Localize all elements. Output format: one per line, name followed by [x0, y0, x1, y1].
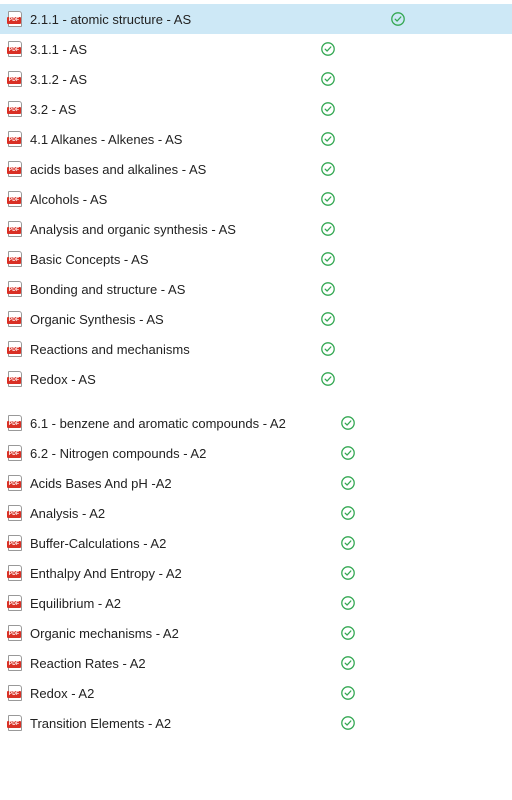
list-item[interactable]: PDF Bonding and structure - AS: [0, 274, 512, 304]
list-item[interactable]: PDF 3.1.1 - AS: [0, 34, 512, 64]
file-label: 6.1 - benzene and aromatic compounds - A…: [30, 416, 286, 431]
file-label: Transition Elements - A2: [30, 716, 171, 731]
check-circle-icon: [320, 101, 336, 117]
check-circle-icon: [340, 595, 356, 611]
file-label: Acids Bases And pH -A2: [30, 476, 172, 491]
list-item[interactable]: PDF Redox - AS: [0, 364, 512, 394]
check-circle-icon: [320, 251, 336, 267]
list-item[interactable]: PDF Redox - A2: [0, 678, 512, 708]
list-item[interactable]: PDF acids bases and alkalines - AS: [0, 154, 512, 184]
file-label: 2.1.1 - atomic structure - AS: [30, 12, 191, 27]
file-label: 3.2 - AS: [30, 102, 76, 117]
file-label: Redox - AS: [30, 372, 96, 387]
check-circle-icon: [340, 625, 356, 641]
pdf-icon: PDF: [8, 161, 22, 177]
file-label: Organic Synthesis - AS: [30, 312, 164, 327]
list-item[interactable]: PDF Alcohols - AS: [0, 184, 512, 214]
file-label: Analysis - A2: [30, 506, 105, 521]
list-item[interactable]: PDF Transition Elements - A2: [0, 708, 512, 738]
check-circle-icon: [320, 341, 336, 357]
file-label: Organic mechanisms - A2: [30, 626, 179, 641]
check-circle-icon: [320, 191, 336, 207]
list-item[interactable]: PDF 3.2 - AS: [0, 94, 512, 124]
pdf-icon: PDF: [8, 505, 22, 521]
file-label: Reaction Rates - A2: [30, 656, 146, 671]
pdf-icon: PDF: [8, 191, 22, 207]
file-label: Redox - A2: [30, 686, 94, 701]
pdf-icon: PDF: [8, 415, 22, 431]
pdf-icon: PDF: [8, 715, 22, 731]
list-item[interactable]: PDF Basic Concepts - AS: [0, 244, 512, 274]
file-label: Enthalpy And Entropy - A2: [30, 566, 182, 581]
check-circle-icon: [320, 41, 336, 57]
check-circle-icon: [320, 71, 336, 87]
pdf-icon: PDF: [8, 311, 22, 327]
check-circle-icon: [320, 371, 336, 387]
list-item[interactable]: PDF 6.1 - benzene and aromatic compounds …: [0, 408, 512, 438]
pdf-icon: PDF: [8, 565, 22, 581]
pdf-icon: PDF: [8, 371, 22, 387]
file-label: 4.1 Alkanes - Alkenes - AS: [30, 132, 182, 147]
file-label: Buffer-Calculations - A2: [30, 536, 166, 551]
pdf-icon: PDF: [8, 131, 22, 147]
list-item[interactable]: PDF 3.1.2 - AS: [0, 64, 512, 94]
check-circle-icon: [320, 281, 336, 297]
check-circle-icon: [390, 11, 406, 27]
file-label: Basic Concepts - AS: [30, 252, 149, 267]
check-circle-icon: [340, 475, 356, 491]
list-item[interactable]: PDF Organic Synthesis - AS: [0, 304, 512, 334]
file-label: Reactions and mechanisms: [30, 342, 190, 357]
file-label: Analysis and organic synthesis - AS: [30, 222, 236, 237]
pdf-icon: PDF: [8, 535, 22, 551]
list-item[interactable]: PDF Organic mechanisms - A2: [0, 618, 512, 648]
pdf-icon: PDF: [8, 475, 22, 491]
list-item[interactable]: PDF Reactions and mechanisms: [0, 334, 512, 364]
list-item[interactable]: PDF Enthalpy And Entropy - A2: [0, 558, 512, 588]
check-circle-icon: [320, 221, 336, 237]
pdf-icon: PDF: [8, 41, 22, 57]
list-item[interactable]: PDF Acids Bases And pH -A2: [0, 468, 512, 498]
check-circle-icon: [340, 715, 356, 731]
check-circle-icon: [340, 415, 356, 431]
pdf-icon: PDF: [8, 625, 22, 641]
check-circle-icon: [320, 311, 336, 327]
file-label: Alcohols - AS: [30, 192, 107, 207]
check-circle-icon: [340, 655, 356, 671]
list-item[interactable]: PDF Reaction Rates - A2: [0, 648, 512, 678]
list-item[interactable]: PDF Equilibrium - A2: [0, 588, 512, 618]
pdf-icon: PDF: [8, 341, 22, 357]
list-item[interactable]: PDF 2.1.1 - atomic structure - AS: [0, 4, 512, 34]
list-item[interactable]: PDF Analysis and organic synthesis - AS: [0, 214, 512, 244]
list-item[interactable]: PDF 6.2 - Nitrogen compounds - A2: [0, 438, 512, 468]
file-label: 3.1.2 - AS: [30, 72, 87, 87]
pdf-icon: PDF: [8, 221, 22, 237]
check-circle-icon: [340, 505, 356, 521]
file-group: PDF 6.1 - benzene and aromatic compounds …: [0, 404, 512, 748]
file-label: 6.2 - Nitrogen compounds - A2: [30, 446, 206, 461]
pdf-icon: PDF: [8, 251, 22, 267]
pdf-icon: PDF: [8, 11, 22, 27]
file-list: PDF 2.1.1 - atomic structure - AS PDF 3.1.1…: [0, 0, 512, 748]
pdf-icon: PDF: [8, 655, 22, 671]
check-circle-icon: [340, 565, 356, 581]
file-label: Bonding and structure - AS: [30, 282, 185, 297]
file-group: PDF 2.1.1 - atomic structure - AS PDF 3.1.1…: [0, 0, 512, 404]
list-item[interactable]: PDF Buffer-Calculations - A2: [0, 528, 512, 558]
pdf-icon: PDF: [8, 685, 22, 701]
file-label: acids bases and alkalines - AS: [30, 162, 206, 177]
check-circle-icon: [340, 685, 356, 701]
pdf-icon: PDF: [8, 445, 22, 461]
list-item[interactable]: PDF 4.1 Alkanes - Alkenes - AS: [0, 124, 512, 154]
pdf-icon: PDF: [8, 595, 22, 611]
check-circle-icon: [340, 535, 356, 551]
list-item[interactable]: PDF Analysis - A2: [0, 498, 512, 528]
check-circle-icon: [320, 161, 336, 177]
check-circle-icon: [320, 131, 336, 147]
pdf-icon: PDF: [8, 71, 22, 87]
file-label: Equilibrium - A2: [30, 596, 121, 611]
check-circle-icon: [340, 445, 356, 461]
pdf-icon: PDF: [8, 101, 22, 117]
file-label: 3.1.1 - AS: [30, 42, 87, 57]
pdf-icon: PDF: [8, 281, 22, 297]
